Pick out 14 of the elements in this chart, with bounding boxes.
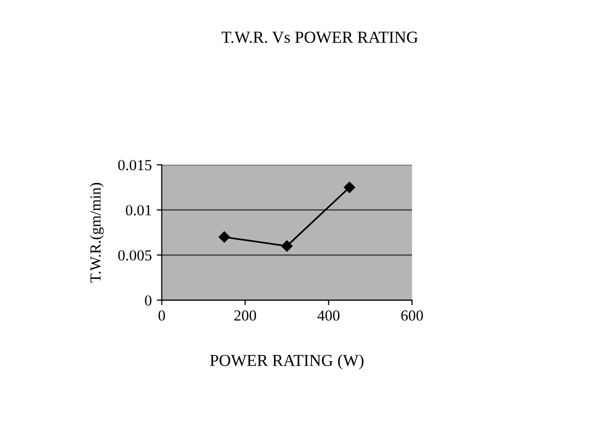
x-axis-title: POWER RATING (W): [210, 354, 364, 370]
chart-title: T.W.R. Vs POWER RATING: [222, 32, 418, 43]
x-tick-label: 200: [234, 310, 256, 321]
y-tick-label: 0.005: [118, 250, 152, 261]
point: [344, 182, 356, 193]
y-tick-label: 0: [144, 295, 152, 306]
x-tick-label: 400: [317, 310, 340, 321]
x-tick-label: 0: [158, 310, 165, 321]
point: [218, 231, 230, 243]
point: [281, 240, 293, 252]
y-tick-label: 0.015: [118, 160, 152, 170]
y-tick-label: 0.01: [126, 205, 152, 216]
y-axis-title: T.W.R.(gm/min): [90, 182, 104, 283]
x-tick-label: 600: [401, 310, 423, 321]
